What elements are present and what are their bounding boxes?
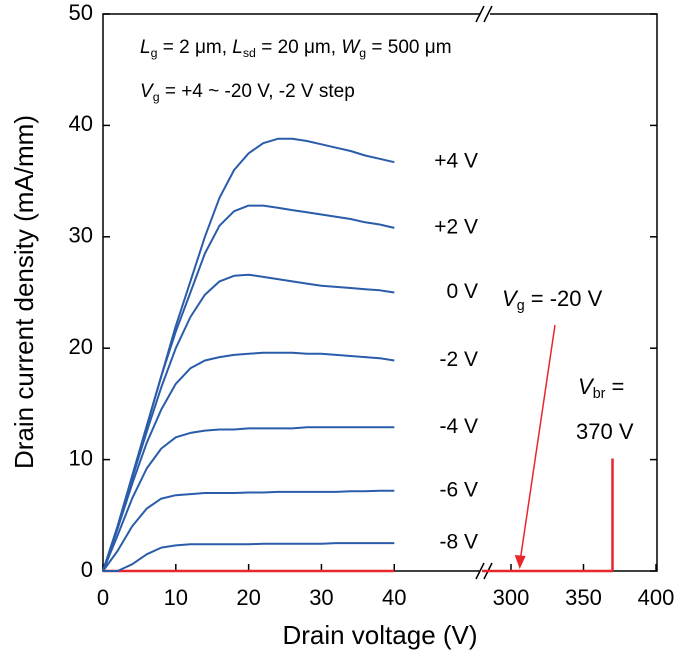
annotation-symbol: V bbox=[502, 286, 519, 311]
y-tick-label: 20 bbox=[69, 334, 93, 359]
iv-curve bbox=[102, 489, 395, 572]
annotation-subscript: g bbox=[517, 298, 525, 314]
annotation-symbol: L bbox=[140, 37, 151, 58]
y-tick-label: 30 bbox=[69, 223, 93, 248]
iv-curve bbox=[103, 542, 395, 572]
y-tick-label: 0 bbox=[81, 557, 93, 582]
annotation: Vg = -20 V bbox=[502, 286, 603, 314]
curve-label: +2 V bbox=[434, 215, 478, 238]
annotation-arrowhead bbox=[514, 555, 526, 569]
annotation-text: = 20 μm, bbox=[256, 37, 341, 58]
annotation-symbol: V bbox=[140, 81, 155, 102]
x-axis-label: Drain voltage (V) bbox=[282, 620, 477, 650]
x-tick-label: 30 bbox=[309, 585, 333, 610]
annotation-subscript: g bbox=[359, 46, 366, 60]
iv-curve bbox=[102, 351, 395, 572]
curve-label: -4 V bbox=[439, 415, 478, 438]
y-tick-label: 10 bbox=[69, 445, 93, 470]
curve-label: +4 V bbox=[434, 150, 478, 173]
curve-label: -2 V bbox=[439, 348, 478, 371]
annotation-arrow bbox=[519, 324, 556, 558]
annotation-symbol: W bbox=[341, 37, 361, 58]
y-axis-label: Drain current density (mA/mm) bbox=[9, 115, 39, 469]
iv-curve bbox=[102, 273, 395, 572]
annotation-symbol: V bbox=[578, 374, 595, 399]
curve-label: -8 V bbox=[439, 531, 478, 554]
y-tick-label: 50 bbox=[69, 0, 93, 25]
x-tick-label: 350 bbox=[565, 585, 602, 610]
annotation: Vg = +4 ~ -20 V, -2 V step bbox=[140, 81, 355, 104]
iv-curve bbox=[102, 426, 395, 572]
annotation-text: = +4 ~ -20 V, -2 V step bbox=[160, 81, 355, 102]
curve-label: -6 V bbox=[439, 478, 478, 501]
x-tick-label: 40 bbox=[382, 585, 406, 610]
annotation: 370 V bbox=[576, 419, 634, 444]
annotation-symbol: L bbox=[232, 37, 243, 58]
annotation: Lg = 2 μm, Lsd = 20 μm, Wg = 500 μm bbox=[140, 37, 452, 60]
annotation-subscript: g bbox=[153, 90, 160, 104]
annotation-subscript: g bbox=[151, 46, 158, 60]
annotation-subscript: br bbox=[593, 386, 606, 402]
axis-break bbox=[475, 5, 493, 23]
curve-label: 0 V bbox=[446, 280, 478, 303]
annotation: Vbr = bbox=[578, 374, 624, 402]
x-tick-label: 300 bbox=[493, 585, 530, 610]
annotation-text: = -20 V bbox=[525, 286, 603, 311]
iv-curve bbox=[102, 204, 395, 572]
iv-curve bbox=[102, 137, 395, 572]
annotation-subscript: sd bbox=[243, 46, 256, 60]
y-tick-label: 40 bbox=[69, 111, 93, 136]
x-tick-label: 400 bbox=[638, 585, 675, 610]
x-tick-label: 10 bbox=[164, 585, 188, 610]
annotation-text: = 500 μm bbox=[366, 37, 451, 58]
annotation-text: = bbox=[605, 374, 624, 399]
x-tick-label: 0 bbox=[97, 585, 109, 610]
annotation-text: = 2 μm, bbox=[157, 37, 232, 58]
x-tick-label: 20 bbox=[236, 585, 260, 610]
